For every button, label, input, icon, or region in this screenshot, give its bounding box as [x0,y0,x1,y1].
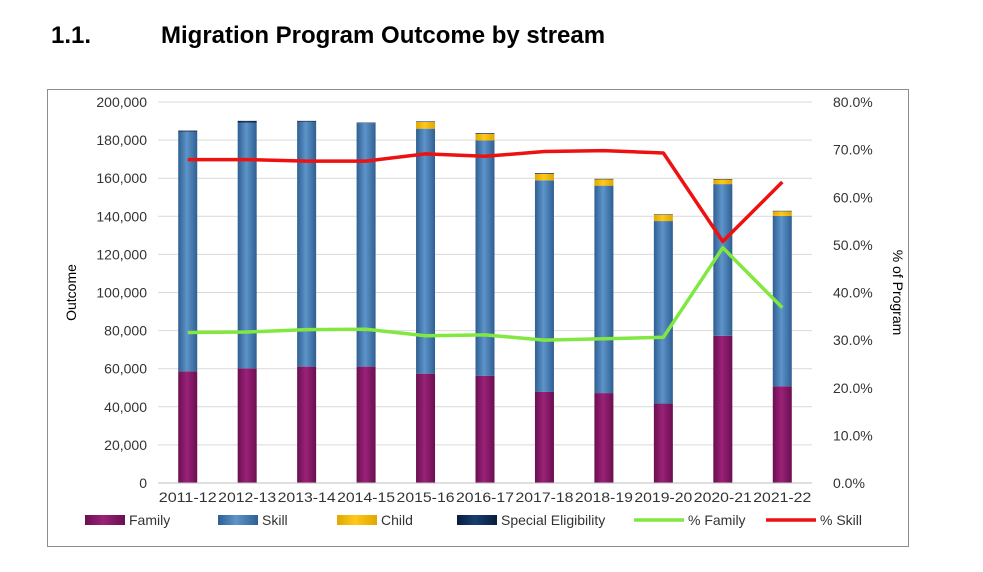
bar-family [534,391,554,483]
legend-swatch [457,515,497,525]
x-tick-label: 2013-14 [278,489,336,505]
y-tick-label: 0 [139,475,147,491]
bar-family [653,403,673,483]
page-title: 1.1. Migration Program Outcome by stream [51,22,605,50]
x-tick-label: 2019-20 [634,489,692,505]
y2-tick-label: 50.0% [833,237,873,253]
bar-special-eligibility [713,179,733,180]
x-tick-label: 2015-16 [397,489,455,505]
y2-axis-title: % of Program [890,250,906,336]
y-tick-label: 140,000 [96,208,147,224]
bar-child [653,214,673,222]
bar-skill [416,128,436,374]
x-tick-label: 2018-19 [575,489,633,505]
bar-skill [534,180,554,392]
bar-skill [713,184,733,336]
bar-skill [772,215,792,387]
bar-skill [237,122,257,369]
line-family [187,245,784,342]
y-tick-label: 160,000 [96,170,147,186]
bars [178,120,792,483]
lines [187,148,784,342]
y2-tick-label: 70.0% [833,142,873,158]
bar-family [356,366,376,483]
section-title: Migration Program Outcome by stream [161,22,606,49]
y-tick-label: 100,000 [96,285,147,301]
bar-family [594,393,614,483]
line-skill [187,148,784,244]
legend-swatch [337,515,377,525]
legend: Family Skill Child Special Eligibility % Fam… [85,512,862,528]
y-tick-label: 180,000 [96,132,147,148]
y2-tick-label: 80.0% [833,94,873,110]
axes: 0 20,000 40,000 60,000 80,000 100,000 120,000 1… [63,94,906,505]
legend-label: Special Eligibility [501,512,605,528]
legend-label: Child [381,512,413,528]
y-axis-title: Outcome [63,264,79,321]
bar-child [713,179,733,185]
y-tick-label: 200,000 [96,94,147,110]
x-tick-label: 2020-21 [694,489,752,505]
bar-family [416,373,436,483]
y-tick-label: 60,000 [104,361,147,377]
legend-label: Family [129,512,170,528]
bar-special-eligibility [356,122,376,124]
bar-skill [594,185,614,394]
y2-tick-label: 0.0% [833,475,865,491]
y2-tick-label: 10.0% [833,427,873,443]
bar-special-eligibility [297,120,317,122]
bar-special-eligibility [416,121,436,123]
legend-label: Skill [262,512,288,528]
y-tick-label: 20,000 [104,437,147,453]
chart-frame [47,89,909,547]
bar-special-eligibility [772,210,792,212]
bar-skill [297,121,317,367]
bar-family [713,335,733,483]
bar-child [594,179,614,186]
bar-skill [653,221,673,404]
x-tick-label: 2017-18 [515,489,573,505]
y-tick-label: 80,000 [104,323,147,339]
bar-family [772,386,792,483]
bar-family [237,368,257,483]
bar-family [178,371,198,483]
bar-special-eligibility [178,130,198,132]
x-tick-label: 2016-17 [456,489,514,505]
y2-tick-label: 40.0% [833,285,873,301]
bar-special-eligibility [475,133,495,135]
y2-tick-label: 60.0% [833,189,873,205]
bar-child [772,211,792,216]
x-tick-label: 2021-22 [753,489,811,505]
bar-skill [475,140,495,376]
bar-special-eligibility [653,214,673,215]
bar-skill [178,131,198,372]
bar-family [297,366,317,483]
y-tick-label: 120,000 [96,246,147,262]
x-tick-label: 2012-13 [218,489,276,505]
legend-label: % Skill [820,512,862,528]
y2-tick-label: 20.0% [833,380,873,396]
bar-special-eligibility [237,120,257,123]
bar-family [475,375,495,483]
bar-special-eligibility [534,173,554,174]
x-tick-label: 2014-15 [337,489,395,505]
bar-special-eligibility [594,178,614,180]
y-tick-label: 40,000 [104,399,147,415]
legend-swatch [218,515,258,525]
bar-skill [356,123,376,367]
bar-child [475,134,495,141]
bar-child [534,173,554,181]
legend-swatch [85,515,125,525]
x-tick-label: 2011-12 [159,489,217,505]
bar-child [416,122,436,129]
legend-label: % Family [688,512,746,528]
section-number: 1.1. [51,22,92,49]
y2-tick-label: 30.0% [833,332,873,348]
